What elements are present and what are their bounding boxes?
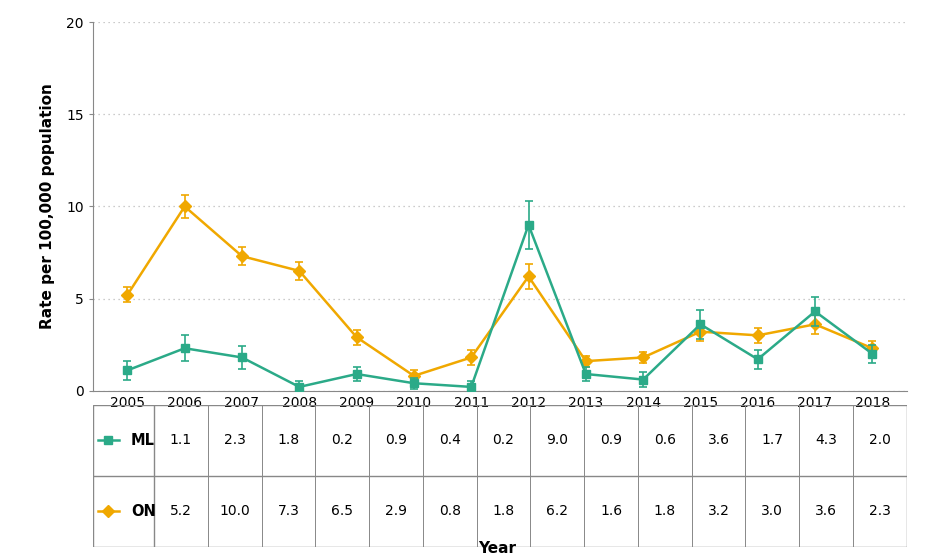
Y-axis label: Rate per 100,000 population: Rate per 100,000 population [40,84,55,329]
Text: 3.6: 3.6 [815,504,837,518]
Text: 10.0: 10.0 [219,504,250,518]
Text: 3.0: 3.0 [762,504,783,518]
Text: 2.9: 2.9 [385,504,407,518]
Text: ML: ML [131,432,154,448]
Text: 5.2: 5.2 [170,504,192,518]
Text: ON: ON [131,504,155,519]
Text: 2.3: 2.3 [224,433,246,447]
Text: 1.8: 1.8 [277,433,299,447]
Text: 2.3: 2.3 [869,504,891,518]
Text: 1.7: 1.7 [762,433,783,447]
Text: 4.3: 4.3 [816,433,837,447]
Text: 0.9: 0.9 [600,433,622,447]
Text: 6.2: 6.2 [546,504,568,518]
Text: 7.3: 7.3 [277,504,299,518]
Text: 0.2: 0.2 [493,433,514,447]
Text: 6.5: 6.5 [331,504,353,518]
Text: 0.4: 0.4 [439,433,460,447]
Text: 1.8: 1.8 [654,504,676,518]
Text: 3.6: 3.6 [708,433,729,447]
Text: 1.8: 1.8 [493,504,514,518]
Text: Year: Year [479,541,516,556]
Text: 9.0: 9.0 [546,433,568,447]
Text: 1.6: 1.6 [600,504,622,518]
Text: 2.0: 2.0 [869,433,891,447]
Text: 1.1: 1.1 [170,433,192,447]
Text: 3.2: 3.2 [708,504,729,518]
Text: 0.2: 0.2 [331,433,353,447]
Text: 0.6: 0.6 [654,433,676,447]
Text: 0.8: 0.8 [439,504,460,518]
Text: 0.9: 0.9 [385,433,407,447]
